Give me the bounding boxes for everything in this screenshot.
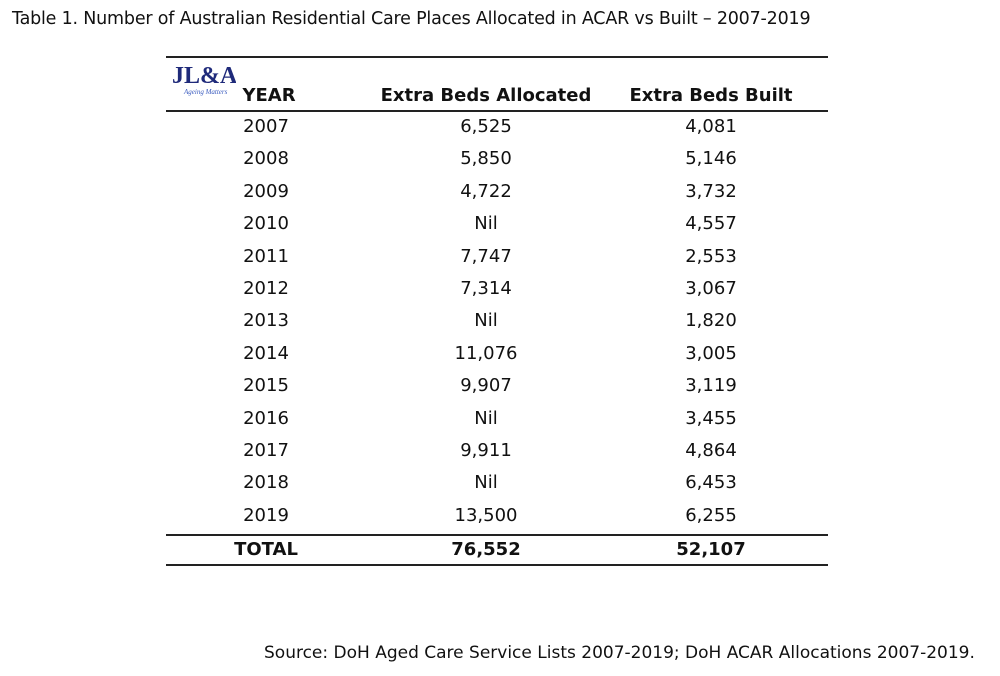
cell-built: 1,820 [685,310,737,332]
svg-text:JL&A: JL&A [172,63,236,89]
cell-year: 2009 [243,180,289,202]
cell-year: 2011 [243,245,289,267]
total-row: TOTAL 76,552 52,107 [166,534,828,566]
cell-year: 2013 [243,310,289,332]
cell-allocated: Nil [474,213,498,235]
header-built: Extra Beds Built [629,85,793,106]
table-row: 2017 9,911 4,864 [166,435,828,467]
cell-year: 2007 [243,116,289,137]
total-rule [166,534,828,536]
jla-logo: JL&A Ageing Matters [172,63,236,96]
cell-allocated: 7,747 [460,245,512,267]
table-row: 2016 Nil 3,455 [166,403,828,435]
cell-built: 4,864 [685,440,737,461]
table-row: 2013 Nil 1,820 [166,305,828,337]
table-row: 2009 4,722 3,732 [166,176,828,208]
cell-allocated: 6,525 [460,116,512,137]
top-rule [166,56,828,58]
total-label: TOTAL [234,539,298,560]
cell-allocated: 4,722 [460,180,512,202]
total-allocated: 76,552 [451,539,521,560]
header-rule [166,110,828,112]
cell-built: 3,455 [685,407,737,429]
cell-year: 2008 [243,148,289,170]
cell-built: 4,081 [685,116,737,137]
cell-built: 3,067 [685,278,737,299]
header-row: YEAR Extra Beds Allocated Extra Beds Bui… [166,80,828,112]
table-title: Table 1. Number of Australian Residentia… [12,9,811,29]
table-row: 2011 7,747 2,553 [166,241,828,273]
total-built: 52,107 [676,539,746,560]
header-allocated: Extra Beds Allocated [380,85,592,106]
cell-year: 2019 [243,504,289,526]
cell-built: 3,732 [685,180,737,202]
cell-built: 3,005 [685,342,737,364]
cell-built: 6,255 [685,504,737,526]
cell-year: 2015 [243,375,289,397]
cell-year: 2010 [243,213,289,235]
bottom-rule [166,564,828,566]
table-row: 2015 9,907 3,119 [166,370,828,402]
cell-allocated: Nil [474,407,498,429]
cell-year: 2014 [243,342,289,364]
table-row: 2007 6,525 4,081 [166,111,828,143]
source-note: Source: DoH Aged Care Service Lists 2007… [264,643,975,663]
svg-text:Ageing Matters: Ageing Matters [183,88,228,96]
cell-allocated: Nil [474,472,498,494]
table-row: 2019 13,500 6,255 [166,500,828,532]
table-row: 2010 Nil 4,557 [166,208,828,240]
cell-year: 2017 [243,440,289,461]
cell-allocated: 13,500 [454,504,518,526]
table-row: 2018 Nil 6,453 [166,467,828,499]
cell-allocated: 11,076 [454,342,518,364]
header-year: YEAR [242,85,296,106]
cell-built: 2,553 [685,245,737,267]
table-row: 2014 11,076 3,005 [166,338,828,370]
cell-year: 2018 [243,472,289,494]
cell-built: 5,146 [685,148,737,170]
cell-year: 2012 [243,278,289,299]
cell-built: 6,453 [685,472,737,494]
cell-year: 2016 [243,407,289,429]
cell-allocated: Nil [474,310,498,332]
table-row: 2012 7,314 3,067 [166,273,828,305]
cell-allocated: 5,850 [460,148,512,170]
cell-allocated: 9,907 [460,375,512,397]
cell-built: 3,119 [685,375,737,397]
cell-built: 4,557 [685,213,737,235]
table-row: 2008 5,850 5,146 [166,143,828,175]
cell-allocated: 9,911 [460,440,512,461]
cell-allocated: 7,314 [460,278,512,299]
